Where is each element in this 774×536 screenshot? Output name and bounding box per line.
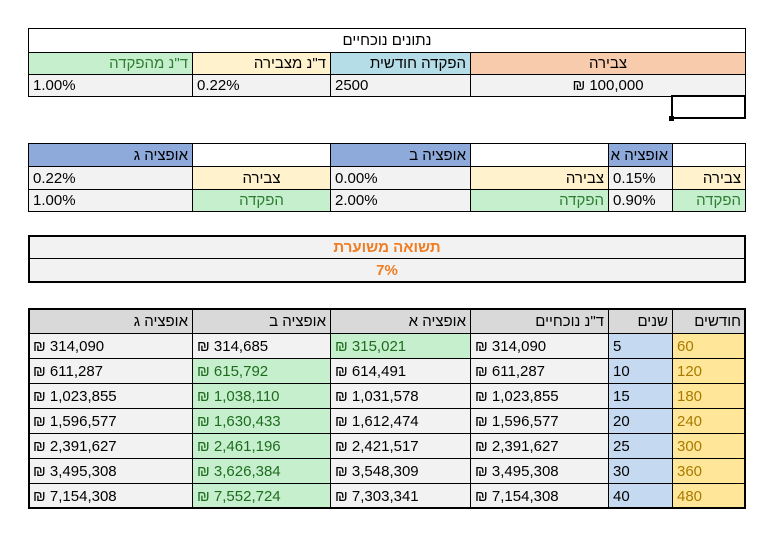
header-months[interactable]: חודשים bbox=[672, 309, 746, 334]
cell-option-a[interactable]: 7,303,341 ₪ bbox=[330, 483, 471, 509]
selected-cell[interactable] bbox=[671, 95, 746, 119]
option-b-savings-fee[interactable]: 0.00% bbox=[330, 166, 471, 190]
cell-option-b[interactable]: 1,630,433 ₪ bbox=[192, 408, 331, 434]
header-option-b[interactable]: אופציה ב bbox=[192, 309, 331, 334]
expected-return-value[interactable]: 7% bbox=[28, 258, 746, 283]
cell-years[interactable]: 40 bbox=[608, 483, 673, 509]
option-a-header[interactable]: אופציה א bbox=[608, 143, 673, 167]
cell-option-c[interactable]: 1,023,855 ₪ bbox=[28, 383, 193, 409]
cell-option-c[interactable]: 314,090 ₪ bbox=[28, 333, 193, 359]
current-data-title: נתונים נוכחיים bbox=[28, 28, 746, 53]
cell-months[interactable]: 360 bbox=[672, 458, 746, 484]
value-fee-savings[interactable]: 0.22% bbox=[192, 74, 331, 97]
cell-current-fees[interactable]: 2,391,627 ₪ bbox=[470, 433, 609, 459]
option-b-header[interactable]: אופציה ב bbox=[330, 143, 471, 167]
header-savings[interactable]: צבירה bbox=[470, 52, 746, 75]
cell-option-b[interactable]: 3,626,384 ₪ bbox=[192, 458, 331, 484]
cell-option-c[interactable]: 2,391,627 ₪ bbox=[28, 433, 193, 459]
cell-option-b[interactable]: 7,552,724 ₪ bbox=[192, 483, 331, 509]
cell-option-a[interactable]: 315,021 ₪ bbox=[330, 333, 471, 359]
cell-months[interactable]: 300 bbox=[672, 433, 746, 459]
cell-current-fees[interactable]: 1,596,577 ₪ bbox=[470, 408, 609, 434]
cell-current-fees[interactable]: 314,090 ₪ bbox=[470, 333, 609, 359]
cell-current-fees[interactable]: 1,023,855 ₪ bbox=[470, 383, 609, 409]
value-fee-deposit[interactable]: 1.00% bbox=[28, 74, 193, 97]
value-savings[interactable]: 100,000 ₪ bbox=[470, 74, 746, 97]
options-blank-cell[interactable] bbox=[470, 143, 609, 167]
cell-months[interactable]: 60 bbox=[672, 333, 746, 359]
cell-option-a[interactable]: 3,548,309 ₪ bbox=[330, 458, 471, 484]
cell-months[interactable]: 120 bbox=[672, 358, 746, 384]
expected-return-label: תשואה משוערת bbox=[28, 235, 746, 259]
cell-years[interactable]: 5 bbox=[608, 333, 673, 359]
cell-option-b[interactable]: 1,038,110 ₪ bbox=[192, 383, 331, 409]
cell-years[interactable]: 25 bbox=[608, 433, 673, 459]
cell-option-b[interactable]: 314,685 ₪ bbox=[192, 333, 331, 359]
cell-current-fees[interactable]: 3,495,308 ₪ bbox=[470, 458, 609, 484]
option-c-deposit-label[interactable]: הפקדה bbox=[192, 189, 331, 212]
cell-option-a[interactable]: 2,421,517 ₪ bbox=[330, 433, 471, 459]
header-current-fees[interactable]: ד"נ נוכחיים bbox=[470, 309, 609, 334]
options-blank-cell[interactable] bbox=[192, 143, 331, 167]
header-fee-savings[interactable]: ד"נ מצבירה bbox=[192, 52, 331, 75]
cell-months[interactable]: 240 bbox=[672, 408, 746, 434]
cell-years[interactable]: 30 bbox=[608, 458, 673, 484]
cell-option-b[interactable]: 2,461,196 ₪ bbox=[192, 433, 331, 459]
option-a-deposit-label[interactable]: הפקדה bbox=[672, 189, 746, 212]
value-monthly-deposit[interactable]: 2500 bbox=[330, 74, 471, 97]
cell-years[interactable]: 10 bbox=[608, 358, 673, 384]
cell-option-c[interactable]: 611,287 ₪ bbox=[28, 358, 193, 384]
cell-option-a[interactable]: 1,031,578 ₪ bbox=[330, 383, 471, 409]
header-option-c[interactable]: אופציה ג bbox=[28, 309, 193, 334]
option-b-savings-label[interactable]: צבירה bbox=[470, 166, 609, 190]
options-blank-cell[interactable] bbox=[672, 143, 746, 167]
cell-option-a[interactable]: 614,491 ₪ bbox=[330, 358, 471, 384]
cell-years[interactable]: 20 bbox=[608, 408, 673, 434]
option-c-deposit-fee[interactable]: 1.00% bbox=[28, 189, 193, 212]
option-b-deposit-fee[interactable]: 2.00% bbox=[330, 189, 471, 212]
option-a-deposit-fee[interactable]: 0.90% bbox=[608, 189, 673, 212]
cell-option-a[interactable]: 1,612,474 ₪ bbox=[330, 408, 471, 434]
fill-handle[interactable] bbox=[669, 116, 674, 121]
cell-months[interactable]: 180 bbox=[672, 383, 746, 409]
option-c-savings-fee[interactable]: 0.22% bbox=[28, 166, 193, 190]
option-a-savings-label[interactable]: צבירה bbox=[672, 166, 746, 190]
cell-current-fees[interactable]: 611,287 ₪ bbox=[470, 358, 609, 384]
cell-months[interactable]: 480 bbox=[672, 483, 746, 509]
cell-years[interactable]: 15 bbox=[608, 383, 673, 409]
option-c-savings-label[interactable]: צבירה bbox=[192, 166, 331, 190]
option-a-savings-fee[interactable]: 0.15% bbox=[608, 166, 673, 190]
cell-current-fees[interactable]: 7,154,308 ₪ bbox=[470, 483, 609, 509]
header-years[interactable]: שנים bbox=[608, 309, 673, 334]
cell-option-c[interactable]: 3,495,308 ₪ bbox=[28, 458, 193, 484]
header-monthly-deposit[interactable]: הפקדה חודשית bbox=[330, 52, 471, 75]
cell-option-c[interactable]: 7,154,308 ₪ bbox=[28, 483, 193, 509]
option-c-header[interactable]: אופציה ג bbox=[28, 143, 193, 167]
cell-option-c[interactable]: 1,596,577 ₪ bbox=[28, 408, 193, 434]
option-b-deposit-label[interactable]: הפקדה bbox=[470, 189, 609, 212]
header-option-a[interactable]: אופציה א bbox=[330, 309, 471, 334]
cell-option-b[interactable]: 615,792 ₪ bbox=[192, 358, 331, 384]
header-fee-deposit[interactable]: ד"נ מהפקדה bbox=[28, 52, 193, 75]
